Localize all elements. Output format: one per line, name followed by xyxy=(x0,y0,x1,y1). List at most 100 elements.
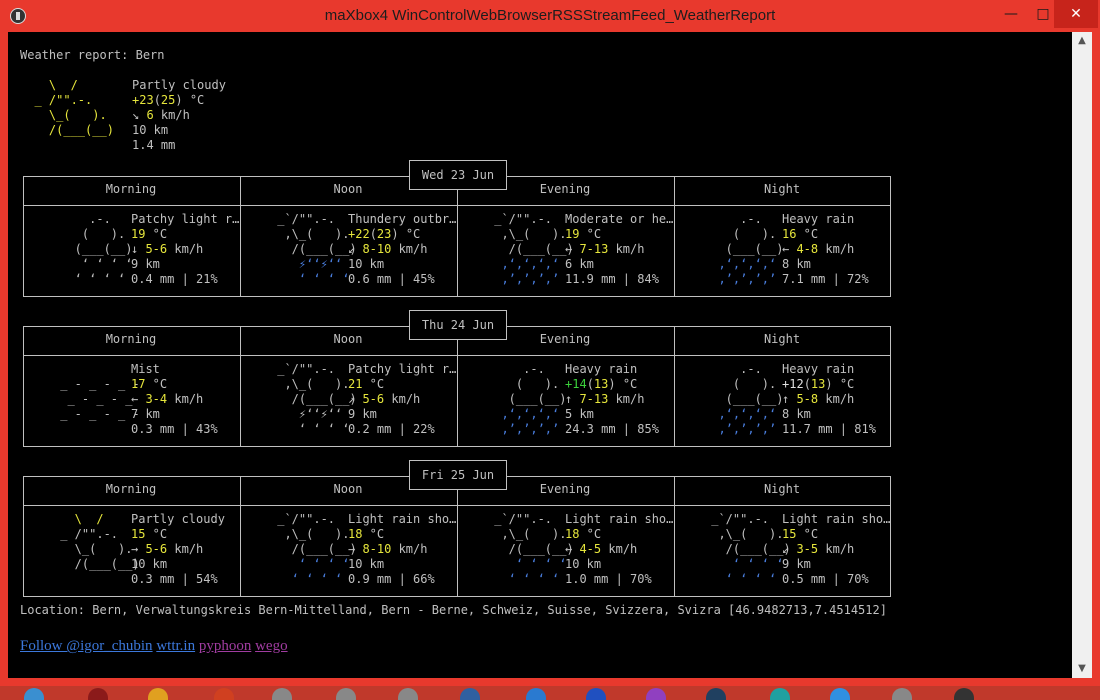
column-header: Night xyxy=(763,332,801,346)
slot-wind: ↙ 8-10 km/h xyxy=(348,242,428,256)
taskbar-app-icon[interactable] xyxy=(398,688,418,700)
column-divider xyxy=(457,326,458,446)
slot-wind: ↙ 3-5 km/h xyxy=(782,542,855,556)
slot-wind: ↑ 7-13 km/h xyxy=(565,392,645,406)
taskbar-app-icon[interactable] xyxy=(336,688,356,700)
slot-visibility: 9 km xyxy=(348,407,377,421)
column-divider xyxy=(674,476,675,596)
column-header: Evening xyxy=(539,182,591,196)
day-date-label: Thu 24 Jun xyxy=(409,310,507,340)
slot-precipitation: 0.5 mm | 70% xyxy=(782,572,869,586)
current-precipitation: 1.4 mm xyxy=(132,138,176,152)
taskbar-app-icon[interactable] xyxy=(892,688,912,700)
title-bar[interactable]: maXbox4 WinControlWebBrowserRSSStreamFee… xyxy=(0,0,1100,32)
wttr-link[interactable]: wttr.in xyxy=(156,638,196,654)
follow-link[interactable]: Follow @igor_chubin xyxy=(20,638,153,654)
column-header: Night xyxy=(763,482,801,496)
slot-visibility: 8 km xyxy=(782,257,811,271)
taskbar-app-icon[interactable] xyxy=(770,688,790,700)
slot-precipitation: 24.3 mm | 85% xyxy=(565,422,659,436)
column-header: Morning xyxy=(105,182,157,196)
slot-precipitation: 1.0 mm | 70% xyxy=(565,572,652,586)
slot-precipitation: 0.4 mm | 21% xyxy=(131,272,218,286)
slot-visibility: 10 km xyxy=(131,557,168,571)
scroll-down-icon[interactable]: ▼ xyxy=(1078,663,1086,674)
current-condition: Partly cloudy xyxy=(132,78,226,92)
taskbar-folder-icon[interactable] xyxy=(148,688,168,700)
slot-temperature: 15 °C xyxy=(782,527,819,541)
weather-art: .-. ( ). (___(__) ‚‘‚‘‚‘‚‘ ‚’‚’‚’‚’ xyxy=(704,362,798,436)
current-weather-art: \ / _ /"".-. \_( ). /(___(__) xyxy=(34,78,114,137)
slot-condition: Thundery outbr… xyxy=(348,212,457,226)
weather-art: _ - _ - _ - _ - _ - _ _ - _ - _ - xyxy=(60,377,140,421)
column-header: Night xyxy=(763,182,801,196)
taskbar-app-icon[interactable] xyxy=(706,688,726,700)
app-icon[interactable] xyxy=(10,8,26,24)
taskbar-app-icon[interactable] xyxy=(460,688,480,700)
taskbar-app-icon[interactable] xyxy=(830,688,850,700)
column-header: Noon xyxy=(333,182,363,196)
column-header: Noon xyxy=(333,332,363,346)
slot-precipitation: 11.7 mm | 81% xyxy=(782,422,876,436)
slot-temperature: 18 °C xyxy=(565,527,602,541)
slot-wind: ↗ 5-6 km/h xyxy=(348,392,421,406)
slot-condition: Patchy light r… xyxy=(131,212,240,226)
slot-visibility: 7 km xyxy=(131,407,160,421)
taskbar-app-icon[interactable] xyxy=(586,688,606,700)
slot-wind: ↓ 5-6 km/h xyxy=(131,242,204,256)
slot-precipitation: 0.3 mm | 43% xyxy=(131,422,218,436)
slot-condition: Heavy rain xyxy=(565,362,638,376)
taskbar-app-icon[interactable] xyxy=(214,688,234,700)
column-divider xyxy=(457,476,458,596)
taskbar-app-icon[interactable] xyxy=(272,688,292,700)
weather-art: \ / _ /"".-. \_( ). /(___(__) xyxy=(60,512,140,571)
slot-condition: Light rain sho… xyxy=(782,512,891,526)
minimize-button[interactable]: — xyxy=(1004,6,1018,22)
slot-precipitation: 0.2 mm | 22% xyxy=(348,422,435,436)
slot-condition: Light rain sho… xyxy=(348,512,457,526)
slot-wind: → 8-10 km/h xyxy=(348,542,428,556)
slot-temperature: 16 °C xyxy=(782,227,819,241)
vertical-scrollbar[interactable]: ▲ ▼ xyxy=(1072,32,1092,678)
current-temperature: +23(25) °C xyxy=(132,93,205,107)
slot-precipitation: 0.6 mm | 45% xyxy=(348,272,435,286)
column-header: Evening xyxy=(539,332,591,346)
slot-wind: ← 4-8 km/h xyxy=(782,242,855,256)
weather-art: _`/"".-. ,\_( ). /(___(__) ‘ ‘ ‘ ‘ ‘ ‘ ‘… xyxy=(270,512,364,586)
column-divider xyxy=(240,326,241,446)
slot-visibility: 10 km xyxy=(348,257,385,271)
day-date-label: Fri 25 Jun xyxy=(409,460,507,490)
slot-condition: Moderate or he… xyxy=(565,212,674,226)
current-visibility: 10 km xyxy=(132,123,169,137)
taskbar-app-icon[interactable] xyxy=(88,688,108,700)
close-button[interactable]: ✕ xyxy=(1054,0,1098,28)
weather-art: _`/"".-. ,\_( ). /(___(__) ‘ ‘ ‘ ‘ ‘ ‘ ‘… xyxy=(487,512,581,586)
weather-art: .-. ( ). (___(__) ‘ ‘ ‘ ‘ ‘ ‘ ‘ ‘ xyxy=(53,212,147,286)
slot-condition: Light rain sho… xyxy=(565,512,674,526)
slot-visibility: 6 km xyxy=(565,257,594,271)
current-wind: ↘ 6 km/h xyxy=(132,108,190,122)
location-line: Location: Bern, Verwaltungskreis Bern-Mi… xyxy=(20,603,887,617)
slot-temperature: 19 °C xyxy=(131,227,168,241)
column-header: Morning xyxy=(105,482,157,496)
column-divider xyxy=(240,176,241,296)
wego-link[interactable]: wego xyxy=(255,638,288,654)
report-heading: Weather report: Bern xyxy=(20,48,165,62)
slot-precipitation: 0.9 mm | 66% xyxy=(348,572,435,586)
taskbar-start-icon[interactable] xyxy=(24,688,44,700)
taskbar-app-icon[interactable] xyxy=(954,688,974,700)
scroll-up-icon[interactable]: ▲ xyxy=(1078,35,1086,46)
slot-temperature: 15 °C xyxy=(131,527,168,541)
slot-wind: → 5-6 km/h xyxy=(131,542,204,556)
column-header: Noon xyxy=(333,482,363,496)
slot-visibility: 10 km xyxy=(348,557,385,571)
pyphoon-link[interactable]: pyphoon xyxy=(198,638,252,654)
weather-art: .-. ( ). (___(__) ‚‘‚‘‚‘‚‘ ‚’‚’‚’‚’ xyxy=(704,212,798,286)
maximize-button[interactable]: □ xyxy=(1036,6,1050,22)
column-divider xyxy=(457,176,458,296)
taskbar-app-icon[interactable] xyxy=(526,688,546,700)
slot-precipitation: 7.1 mm | 72% xyxy=(782,272,869,286)
slot-condition: Heavy rain xyxy=(782,362,855,376)
taskbar-app-icon[interactable] xyxy=(646,688,666,700)
column-divider xyxy=(674,326,675,446)
